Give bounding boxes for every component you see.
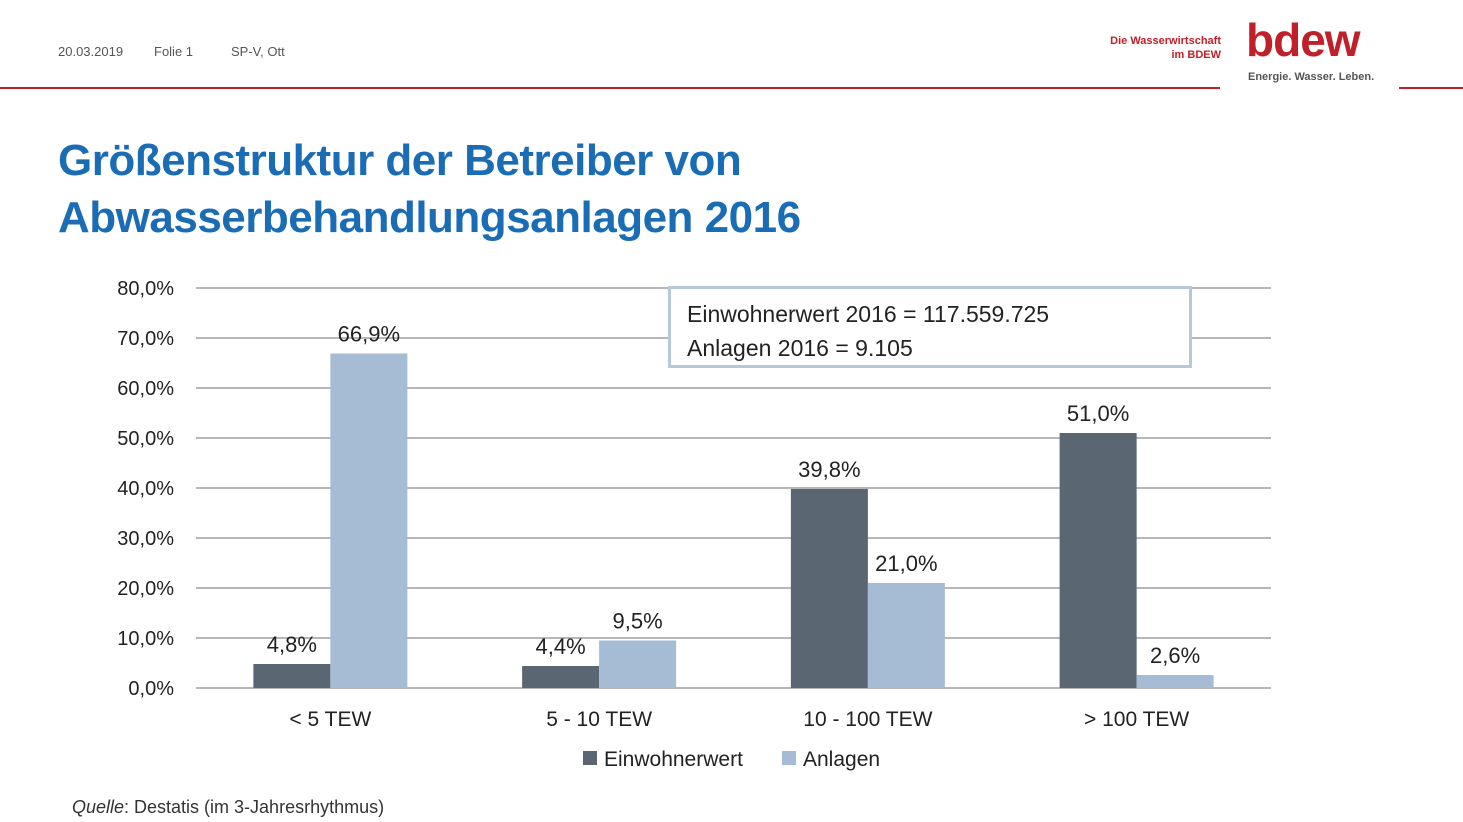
- y-tick-label: 50,0%: [117, 428, 174, 450]
- bdew-logo: bdew: [1246, 14, 1361, 66]
- bar-anlagen: [867, 583, 945, 688]
- info-line-1: Einwohnerwert 2016 = 117.559.725: [687, 301, 1050, 327]
- category-label: > 100 TEW: [1084, 708, 1189, 731]
- header-rule-right: [1399, 87, 1463, 89]
- data-label: 4,4%: [536, 634, 586, 659]
- org-line-2: im BDEW: [1171, 49, 1222, 61]
- data-label: 4,8%: [267, 632, 317, 657]
- legend-label-anlagen: Anlagen: [803, 748, 880, 771]
- bar-einwohnerwert: [253, 664, 331, 688]
- header-rule-left: [0, 87, 1220, 89]
- bar-einwohnerwert: [790, 489, 868, 688]
- data-label: 51,0%: [1067, 401, 1129, 426]
- logo-tagline: Energie. Wasser. Leben.: [1248, 71, 1375, 83]
- y-tick-label: 0,0%: [128, 678, 174, 700]
- data-label: 9,5%: [613, 609, 663, 634]
- source-note: Quelle: Destatis (im 3-Jahresrhythmus): [72, 797, 384, 818]
- y-tick-label: 20,0%: [117, 578, 174, 600]
- bar-einwohnerwert: [1059, 433, 1137, 688]
- info-line-2: Anlagen 2016 = 9.105: [687, 335, 913, 361]
- legend-label-einwohnerwert: Einwohnerwert: [604, 748, 743, 771]
- bar-anlagen: [599, 640, 677, 688]
- y-tick-label: 10,0%: [117, 628, 174, 650]
- source-text: : Destatis (im 3-Jahresrhythmus): [124, 797, 385, 817]
- y-tick-label: 40,0%: [117, 478, 174, 500]
- bar-anlagen: [1136, 675, 1214, 688]
- data-label: 21,0%: [875, 551, 937, 576]
- y-tick-label: 60,0%: [117, 378, 174, 400]
- org-label: Die Wasserwirtschaft im BDEW: [1110, 34, 1221, 62]
- source-label: Quelle: [72, 797, 125, 817]
- category-label: < 5 TEW: [289, 708, 371, 731]
- bar-einwohnerwert: [522, 666, 600, 688]
- page-title: Größenstruktur der Betreiber von Abwasse…: [58, 132, 801, 246]
- category-label: 5 - 10 TEW: [546, 708, 652, 731]
- y-tick-label: 70,0%: [117, 328, 174, 350]
- legend-swatch-einwohnerwert: [583, 751, 597, 765]
- y-tick-label: 80,0%: [117, 278, 174, 300]
- category-label: 10 - 100 TEW: [803, 708, 932, 731]
- y-tick-label: 30,0%: [117, 528, 174, 550]
- data-label: 2,6%: [1150, 643, 1200, 668]
- data-label: 39,8%: [798, 457, 860, 482]
- slide-number: Folie 1: [154, 44, 194, 59]
- title-line-2: Abwasserbehandlungsanlagen 2016: [58, 193, 801, 242]
- slide-author: SP-V, Ott: [231, 44, 285, 59]
- bar-anlagen: [330, 353, 408, 688]
- info-box: Einwohnerwert 2016 = 117.559.725 Anlagen…: [668, 286, 1192, 368]
- slide-date: 20.03.2019: [58, 44, 124, 59]
- org-line-1: Die Wasserwirtschaft: [1110, 35, 1221, 47]
- data-label: 66,9%: [338, 322, 400, 347]
- legend-swatch-anlagen: [782, 751, 796, 765]
- title-line-1: Größenstruktur der Betreiber von: [58, 136, 742, 185]
